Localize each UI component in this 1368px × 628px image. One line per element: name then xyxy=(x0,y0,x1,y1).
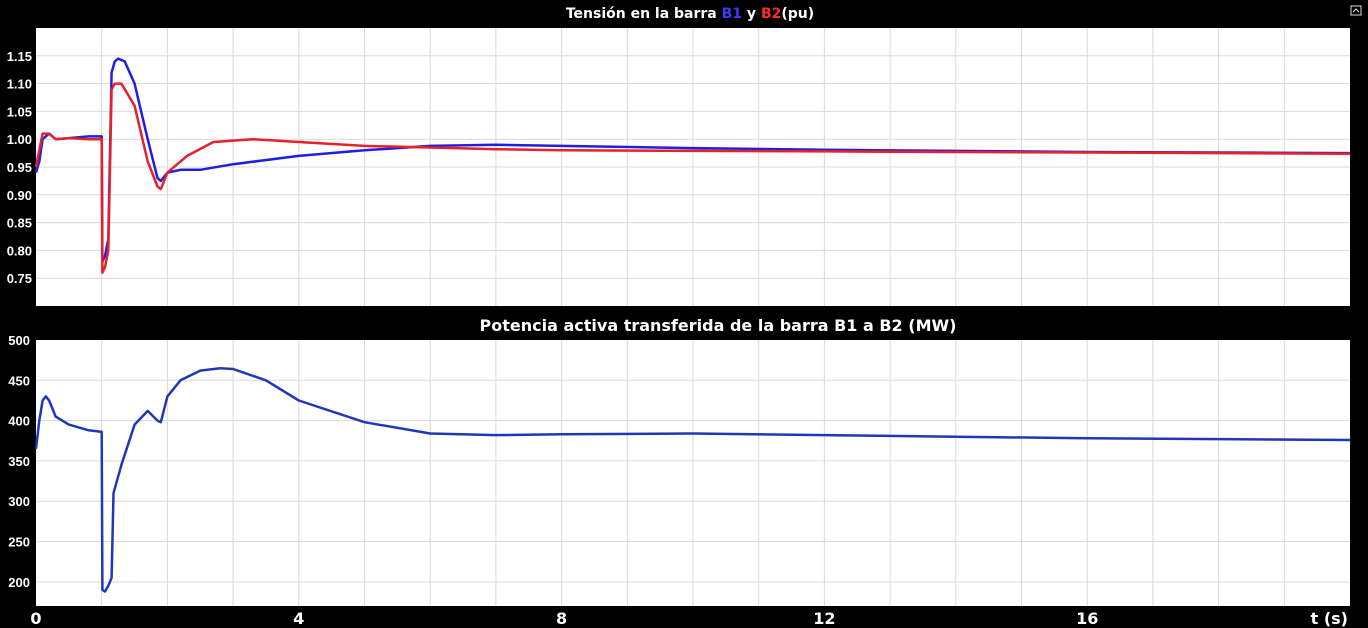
y-tick-label: 350 xyxy=(8,454,30,469)
x-axis-label: t (s) xyxy=(1311,609,1348,628)
title-text-1: Tensión en la barra xyxy=(566,6,722,22)
x-tick-label: 4 xyxy=(293,609,304,628)
y-tick-label: 200 xyxy=(8,575,30,590)
voltage-y-ticks: 0.75 0.80 0.85 0.90 0.95 1.00 1.05 1.10 1.15 xyxy=(7,49,32,286)
title-unit: (pu) xyxy=(781,6,814,22)
y-tick-label: 400 xyxy=(8,414,30,429)
power-title-text: Potencia activa transferida de la barra … xyxy=(480,316,957,335)
y-tick-label: 0.75 xyxy=(7,271,32,286)
series-line-b1 xyxy=(34,57,1351,263)
power-y-ticks: 200 250 300 350 400 450 500 xyxy=(8,333,30,590)
power-series xyxy=(34,366,1351,593)
x-tick-label: 8 xyxy=(556,609,567,628)
y-tick-label: 500 xyxy=(8,333,30,348)
y-tick-label: 0.90 xyxy=(7,188,32,203)
y-tick-label: 0.80 xyxy=(7,243,32,258)
y-tick-label: 250 xyxy=(8,535,30,550)
title-b1-label: B1 xyxy=(722,6,742,22)
y-tick-label: 0.95 xyxy=(7,160,32,175)
voltage-grid xyxy=(36,28,1350,306)
power-panel: Potencia activa transferida de la barra … xyxy=(8,316,1351,628)
y-tick-label: 0.85 xyxy=(7,216,32,231)
x-tick-label: 16 xyxy=(1076,609,1098,628)
y-tick-label: 450 xyxy=(8,373,30,388)
series-line-b2 xyxy=(34,82,1351,274)
series-line-power xyxy=(34,366,1351,593)
y-tick-label: 1.00 xyxy=(7,132,32,147)
power-grid xyxy=(36,340,1350,606)
power-chart-title: Potencia activa transferida de la barra … xyxy=(480,316,957,335)
y-tick-label: 300 xyxy=(8,494,30,509)
y-tick-label: 1.10 xyxy=(7,77,32,92)
title-text-2: y xyxy=(742,6,761,22)
expand-icon[interactable] xyxy=(1350,5,1362,16)
voltage-chart-title: Tensión en la barra B1 y B2(pu) xyxy=(566,6,814,22)
title-b2-label: B2 xyxy=(761,6,781,22)
voltage-series xyxy=(34,57,1351,274)
y-tick-label: 1.05 xyxy=(7,104,32,119)
voltage-panel: Tensión en la barra B1 y B2(pu) 0.75 0.80… xyxy=(7,5,1362,306)
x-tick-label: 12 xyxy=(813,609,835,628)
y-tick-label: 1.15 xyxy=(7,49,32,64)
x-tick-label: 0 xyxy=(30,609,41,628)
time-x-ticks: 0 4 8 12 16 xyxy=(30,609,1098,628)
